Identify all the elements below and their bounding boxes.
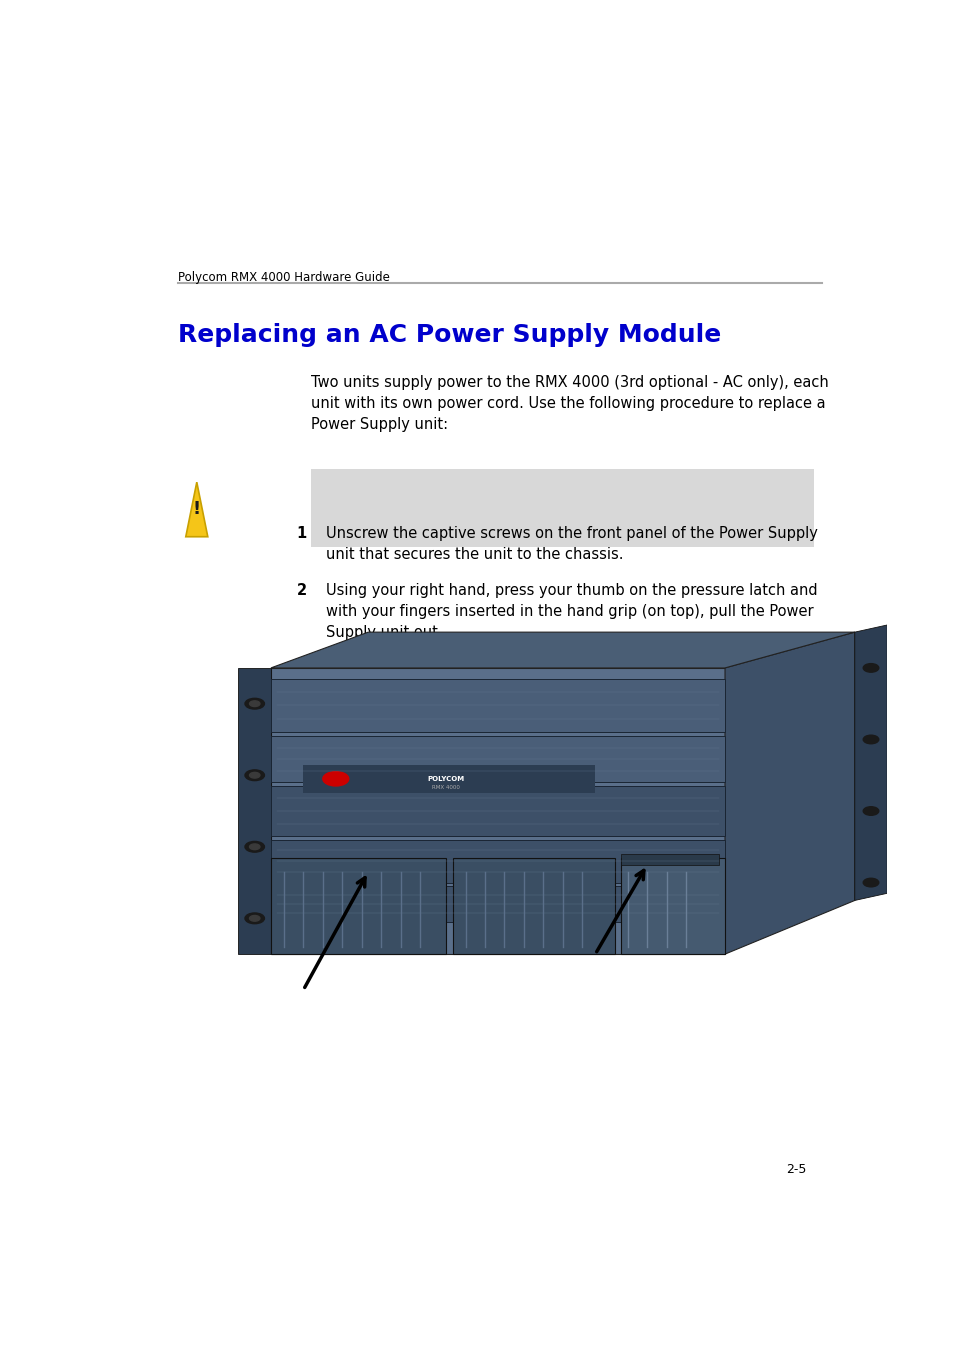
Text: 1: 1 — [296, 525, 307, 541]
Circle shape — [250, 915, 259, 921]
Text: Polycom RMX 4000 Hardware Guide: Polycom RMX 4000 Hardware Guide — [178, 271, 390, 284]
Polygon shape — [271, 736, 724, 783]
Text: 2-5: 2-5 — [785, 1162, 806, 1176]
Text: Using your right hand, press your thumb on the pressure latch and
with your fing: Using your right hand, press your thumb … — [326, 583, 817, 640]
Circle shape — [250, 701, 259, 706]
Circle shape — [862, 807, 878, 815]
Circle shape — [862, 664, 878, 672]
Circle shape — [322, 772, 349, 786]
Polygon shape — [271, 840, 724, 883]
FancyBboxPatch shape — [311, 468, 813, 547]
Text: Two units supply power to the RMX 4000 (3rd optional - AC only), each
unit with : Two units supply power to the RMX 4000 (… — [311, 375, 828, 432]
Polygon shape — [271, 886, 724, 922]
Polygon shape — [271, 857, 446, 954]
Polygon shape — [186, 482, 208, 537]
Text: Unscrew the captive screws on the front panel of the Power Supply
unit that secu: Unscrew the captive screws on the front … — [326, 525, 818, 562]
Circle shape — [862, 879, 878, 887]
Polygon shape — [271, 668, 724, 954]
Text: 2: 2 — [296, 583, 307, 598]
Text: !: ! — [193, 501, 201, 518]
Polygon shape — [620, 855, 718, 864]
Circle shape — [250, 844, 259, 849]
Polygon shape — [724, 632, 854, 954]
Polygon shape — [271, 786, 724, 836]
Polygon shape — [271, 679, 724, 732]
Circle shape — [250, 772, 259, 778]
Circle shape — [245, 769, 264, 780]
Polygon shape — [452, 857, 614, 954]
Text: RMX 4000: RMX 4000 — [432, 786, 459, 790]
Polygon shape — [303, 764, 595, 794]
Circle shape — [245, 913, 264, 923]
Polygon shape — [238, 668, 271, 954]
Polygon shape — [620, 857, 724, 954]
Polygon shape — [271, 632, 854, 668]
Circle shape — [862, 736, 878, 744]
Circle shape — [245, 698, 264, 709]
Text: POLYCOM: POLYCOM — [427, 776, 464, 782]
Circle shape — [245, 841, 264, 852]
Polygon shape — [854, 625, 886, 900]
Text: Replacing an AC Power Supply Module: Replacing an AC Power Supply Module — [178, 323, 720, 347]
